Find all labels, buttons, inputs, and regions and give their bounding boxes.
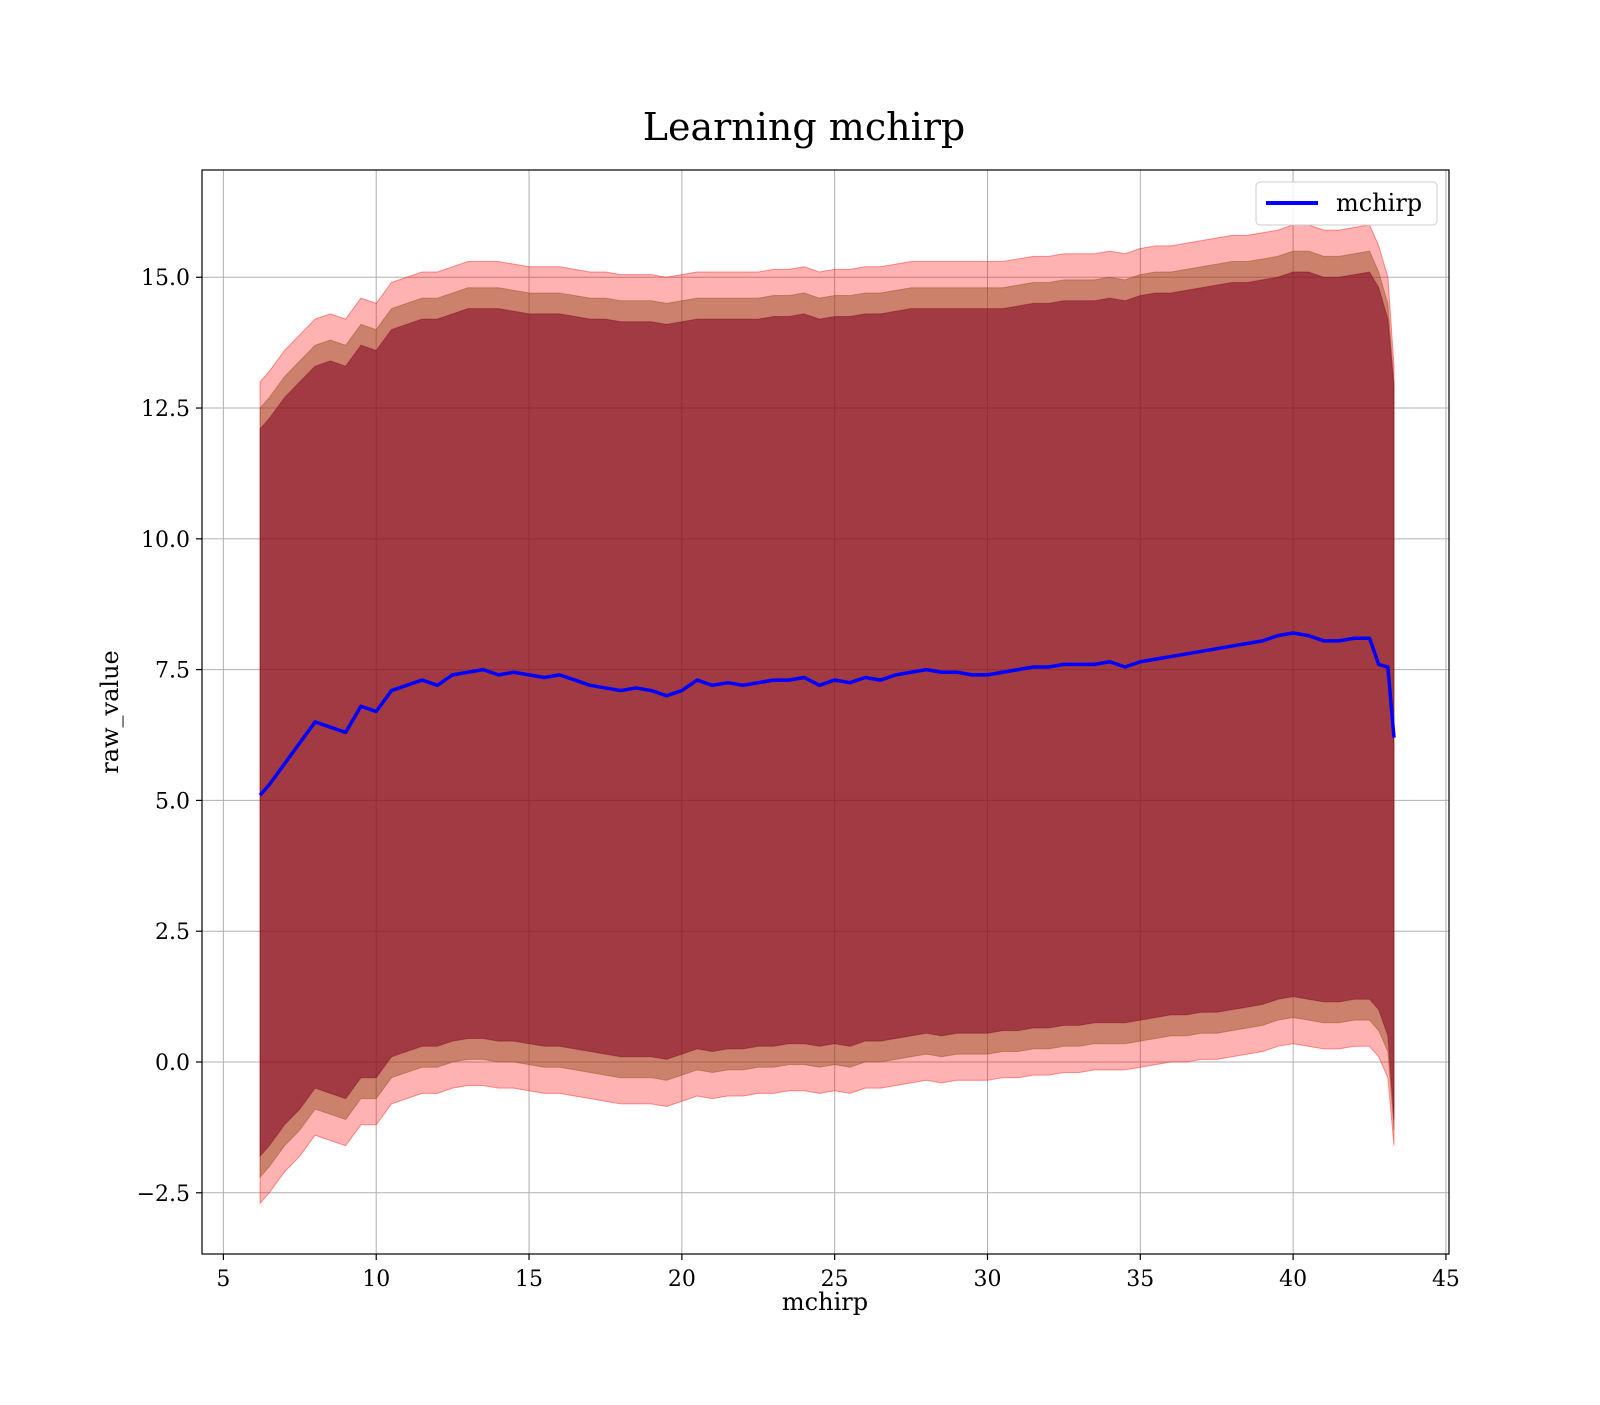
y-tick-label: 7.5: [155, 659, 190, 684]
legend: mchirp: [1255, 181, 1438, 226]
chart-title: Learning mchirp: [643, 105, 965, 149]
y-tick-label: 2.5: [155, 920, 190, 945]
x-tick-label: 20: [668, 1267, 696, 1292]
x-tick-label: 45: [1432, 1267, 1460, 1292]
x-tick-label: 40: [1279, 1267, 1307, 1292]
x-axis-ticks: 5 10 15 20 25 30 35 40 45: [216, 1254, 1460, 1292]
y-tick-label: 5.0: [155, 789, 190, 814]
x-tick-label: 25: [821, 1267, 849, 1292]
y-axis-ticks: −2.5 0.0 2.5 5.0 7.5 10.0 12.5 15.0: [137, 266, 202, 1207]
x-tick-label: 30: [973, 1267, 1001, 1292]
y-tick-label: 10.0: [141, 528, 190, 553]
legend-label: mchirp: [1336, 189, 1422, 217]
series-lines: [258, 631, 1396, 797]
x-tick-label: 5: [216, 1267, 230, 1292]
y-tick-label: 0.0: [155, 1051, 190, 1076]
series-line-mchirp: [258, 631, 1396, 797]
y-tick-label: 15.0: [141, 266, 190, 291]
x-tick-label: 10: [362, 1267, 390, 1292]
confidence-bands: [259, 224, 1395, 1205]
y-tick-label: −2.5: [137, 1182, 190, 1207]
y-axis-label: raw_value: [96, 650, 124, 774]
inner-band: [259, 271, 1395, 1158]
y-tick-label: 12.5: [141, 397, 190, 422]
x-tick-label: 35: [1126, 1267, 1154, 1292]
x-axis-label: mchirp: [782, 1288, 868, 1316]
legend-box: [1255, 181, 1438, 226]
plot-frame: [201, 169, 1450, 1255]
x-tick-label: 15: [515, 1267, 543, 1292]
